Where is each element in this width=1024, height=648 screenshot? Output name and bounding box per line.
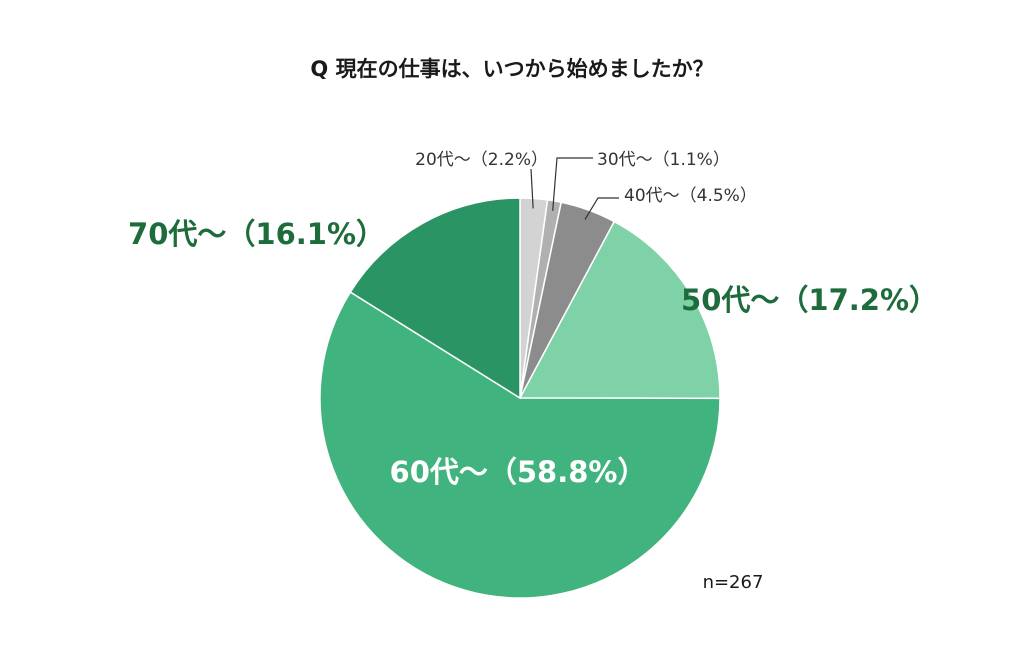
pie-slices: [319, 197, 721, 599]
slice-label-60s: 60代〜（58.8%）: [390, 455, 647, 489]
slice-label-70s: 70代〜（16.1%）: [128, 217, 385, 251]
slice-70s: [349, 197, 521, 400]
leader-line-40s: [584, 197, 619, 220]
leader-line-30s: [552, 157, 593, 211]
slice-label-50s: 50代〜（17.2%）: [681, 283, 938, 317]
slice-label-40s: 40代〜（4.5%）: [624, 186, 757, 206]
leader-line-20s: [530, 168, 534, 209]
slice-50s: [518, 220, 721, 400]
chart-title: Q 現在の仕事は、いつから始めましたか？: [310, 57, 713, 81]
slice-label-30s: 30代〜（1.1%）: [597, 150, 730, 170]
leader-lines: [530, 157, 619, 220]
slice-label-20s: 20代〜（2.2%）: [415, 150, 548, 170]
sample-size-label: n=267: [703, 572, 764, 593]
slice-60s: [319, 291, 721, 599]
